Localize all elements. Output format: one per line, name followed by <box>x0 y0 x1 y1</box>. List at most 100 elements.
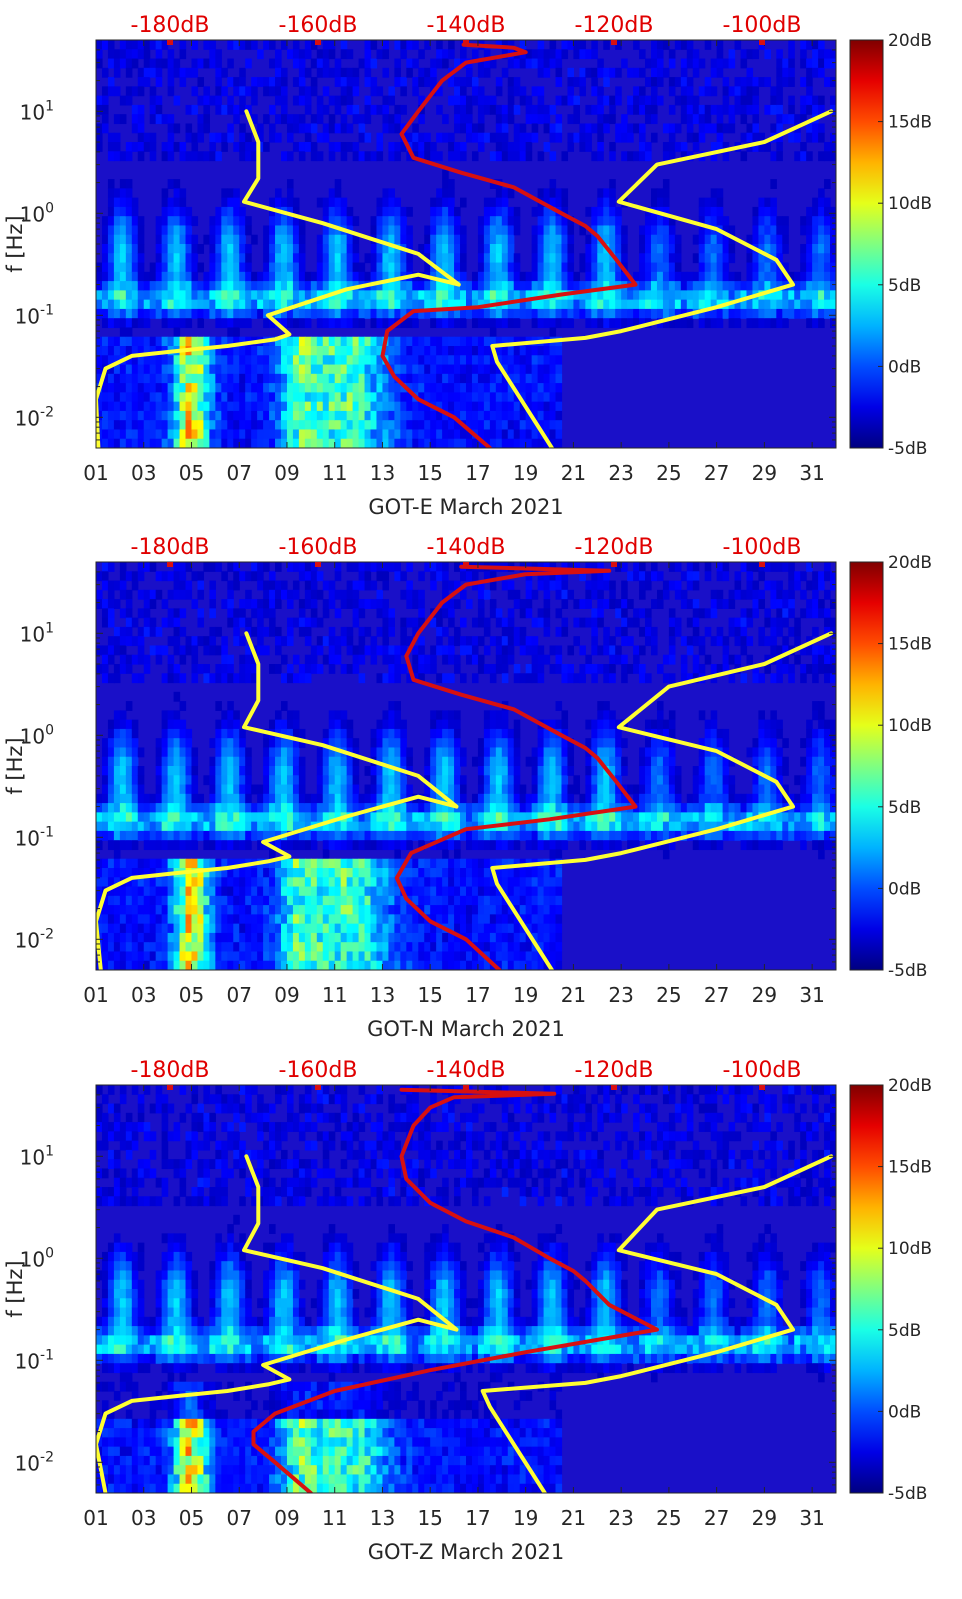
x-tick-label: 19 <box>513 983 538 1007</box>
x-axis-title: GOT-Z March 2021 <box>368 1540 564 1564</box>
db-axis-label: -100dB <box>723 13 802 38</box>
x-tick-label: 01 <box>83 983 108 1007</box>
colorbar-label: 0dB <box>888 879 921 899</box>
colorbar-label: 15dB <box>888 635 932 655</box>
x-tick-label: 21 <box>561 983 586 1007</box>
db-axis-marker <box>167 40 173 45</box>
colorbar-label: 20dB <box>888 1076 932 1096</box>
db-axis-marker <box>759 40 765 45</box>
colorbar-label: 0dB <box>888 1402 921 1422</box>
red-curve-3 <box>380 42 638 448</box>
x-tick-label: 09 <box>274 983 299 1007</box>
heatmap-cells <box>96 40 836 448</box>
colorbar-label: 10dB <box>888 194 932 214</box>
db-axis-label: -120dB <box>575 13 654 38</box>
x-tick-label: 17 <box>465 1506 490 1530</box>
colorbar-label: 10dB <box>888 1239 932 1259</box>
colorbar <box>849 39 884 449</box>
db-axis-marker <box>315 562 321 567</box>
red-curve-3 <box>394 564 638 970</box>
db-axis-marker <box>463 1085 469 1090</box>
db-axis-marker <box>315 40 321 45</box>
x-tick-label: 25 <box>656 461 681 485</box>
db-axis-marker <box>463 40 469 45</box>
yellow-curve-2 <box>480 1154 834 1493</box>
colorbar-label: 10dB <box>888 716 932 736</box>
y-tick-label: 101 <box>20 620 54 646</box>
x-tick-label: 27 <box>704 983 729 1007</box>
heatmap-cells <box>96 1085 836 1493</box>
x-tick-label: 21 <box>561 1506 586 1530</box>
db-axis-label: -180dB <box>131 535 210 560</box>
db-axis-label: -100dB <box>723 1058 802 1083</box>
x-tick-label: 19 <box>513 1506 538 1530</box>
colorbar-label: -5dB <box>888 961 927 981</box>
x-axis-title: GOT-E March 2021 <box>368 495 563 519</box>
y-tick-label: 10-1 <box>15 1347 54 1373</box>
x-tick-label: 03 <box>131 983 156 1007</box>
y-tick-label: 10-2 <box>15 926 54 952</box>
x-tick-label: 19 <box>513 461 538 485</box>
yellow-curve-1 <box>96 109 461 448</box>
x-tick-label: 31 <box>799 1506 824 1530</box>
colorbar-label: 20dB <box>888 553 932 573</box>
yellow-curve-1 <box>96 1154 459 1493</box>
db-axis-label: -140dB <box>427 13 506 38</box>
db-axis-marker <box>759 562 765 567</box>
spectrogram-panel: 01 03 05 07 09 11 13 15 17 19 21 23 25 27 29 31 GOT-Z Ma… <box>3 1058 932 1564</box>
y-tick-label: 10-1 <box>15 824 54 850</box>
x-tick-label: 01 <box>83 461 108 485</box>
x-tick-label: 23 <box>608 1506 633 1530</box>
x-tick-label: 07 <box>226 1506 251 1530</box>
x-tick-label: 05 <box>179 1506 204 1530</box>
x-tick-label: 29 <box>752 461 777 485</box>
y-tick-label: 10-2 <box>15 404 54 430</box>
db-axis-label: -180dB <box>131 1058 210 1083</box>
colorbar-label: 5dB <box>888 276 921 296</box>
x-tick-label: 03 <box>131 1506 156 1530</box>
x-tick-label: 11 <box>322 983 347 1007</box>
colorbar-label: 5dB <box>888 1321 921 1341</box>
db-axis-marker <box>167 562 173 567</box>
x-axis-title: GOT-N March 2021 <box>367 1017 565 1041</box>
colorbar-label: 5dB <box>888 798 921 818</box>
x-tick-label: 29 <box>752 983 777 1007</box>
db-axis-marker <box>759 1085 765 1090</box>
x-tick-label: 01 <box>83 1506 108 1530</box>
spectrogram-panel: 01 03 05 07 09 11 13 15 17 19 21 23 25 27 29 31 GOT-E Ma… <box>3 13 932 519</box>
x-tick-label: 23 <box>608 461 633 485</box>
db-axis-marker <box>611 562 617 567</box>
colorbar-label: 15dB <box>888 1158 932 1178</box>
x-tick-label: 13 <box>370 983 395 1007</box>
db-axis-label: -160dB <box>279 13 358 38</box>
spectrogram-panel: 01 03 05 07 09 11 13 15 17 19 21 23 25 27 29 31 GOT-N Ma… <box>3 535 932 1041</box>
y-axis-title: f [Hz] <box>3 1260 27 1317</box>
x-tick-label: 31 <box>799 983 824 1007</box>
x-tick-label: 15 <box>417 461 442 485</box>
colorbar-label: -5dB <box>888 1484 927 1504</box>
db-axis-marker <box>315 1085 321 1090</box>
y-tick-label: 101 <box>20 98 54 124</box>
db-axis-label: -160dB <box>279 1058 358 1083</box>
x-tick-label: 25 <box>656 983 681 1007</box>
x-tick-label: 07 <box>226 983 251 1007</box>
x-tick-label: 13 <box>370 1506 395 1530</box>
x-tick-label: 07 <box>226 461 251 485</box>
x-tick-label: 25 <box>656 1506 681 1530</box>
x-tick-label: 03 <box>131 461 156 485</box>
colorbar <box>849 561 884 971</box>
y-tick-label: 100 <box>20 722 54 748</box>
db-axis-marker <box>167 1085 173 1090</box>
y-axis-title: f [Hz] <box>3 215 27 272</box>
red-curve-3 <box>251 1087 659 1493</box>
db-axis-label: -100dB <box>723 535 802 560</box>
x-tick-label: 21 <box>561 461 586 485</box>
x-tick-label: 27 <box>704 461 729 485</box>
colorbar-label: 15dB <box>888 113 932 133</box>
x-tick-label: 23 <box>608 983 633 1007</box>
x-tick-label: 31 <box>799 461 824 485</box>
db-axis-label: -120dB <box>575 1058 654 1083</box>
db-axis-marker <box>611 40 617 45</box>
x-tick-label: 27 <box>704 1506 729 1530</box>
